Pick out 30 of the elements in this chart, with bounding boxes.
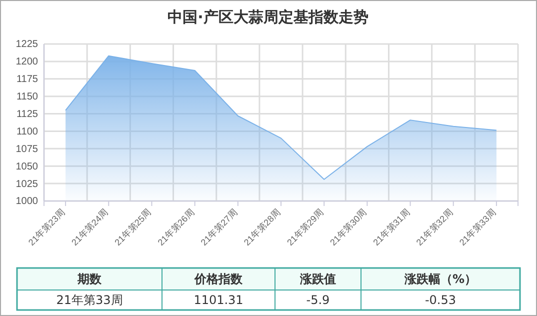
x-tick-label: 21年第33周 — [457, 207, 498, 248]
text: 涨跌幅（%） — [403, 272, 477, 286]
y-tick-label: 1050 — [16, 161, 38, 172]
x-tick-label: 21年第29周 — [285, 207, 326, 248]
y-tick-label: 1200 — [16, 56, 38, 68]
y-tick-label: 1175 — [16, 74, 38, 86]
chart-title: 中国·产区大蒜周定基指数走势 — [168, 8, 368, 26]
text: 1101.31 — [194, 293, 244, 308]
x-tick-label: 21年第28周 — [242, 207, 282, 248]
x-tick-label: 21年第31周 — [371, 207, 412, 248]
x-tick-label: 21年第26周 — [156, 207, 196, 248]
x-tick-label: 21年第24周 — [70, 207, 110, 248]
text: 价格指数 — [194, 272, 244, 286]
y-tick-label: 1150 — [16, 92, 38, 103]
y-tick-label: 1075 — [16, 144, 38, 155]
x-tick-label: 21年第27周 — [198, 207, 240, 248]
x-tick-label: 21年第25周 — [112, 207, 154, 248]
x-tick-label: 21年第30周 — [328, 207, 368, 248]
text: -5.9 — [306, 293, 330, 308]
y-tick-label: 1000 — [16, 196, 38, 208]
y-tick-label: 1025 — [16, 178, 38, 190]
y-tick-label: 1100 — [16, 126, 38, 138]
text: 涨跌值 — [299, 272, 336, 286]
y-tick-label: 1125 — [16, 108, 38, 120]
x-tick-label: 21年第32周 — [414, 207, 455, 248]
y-tick-label: 1225 — [16, 39, 38, 50]
x-tick-label: 21年第23周 — [26, 207, 67, 248]
text: 期数 — [76, 272, 102, 286]
text: -0.53 — [424, 293, 456, 308]
text: 21年第33周 — [56, 293, 123, 308]
